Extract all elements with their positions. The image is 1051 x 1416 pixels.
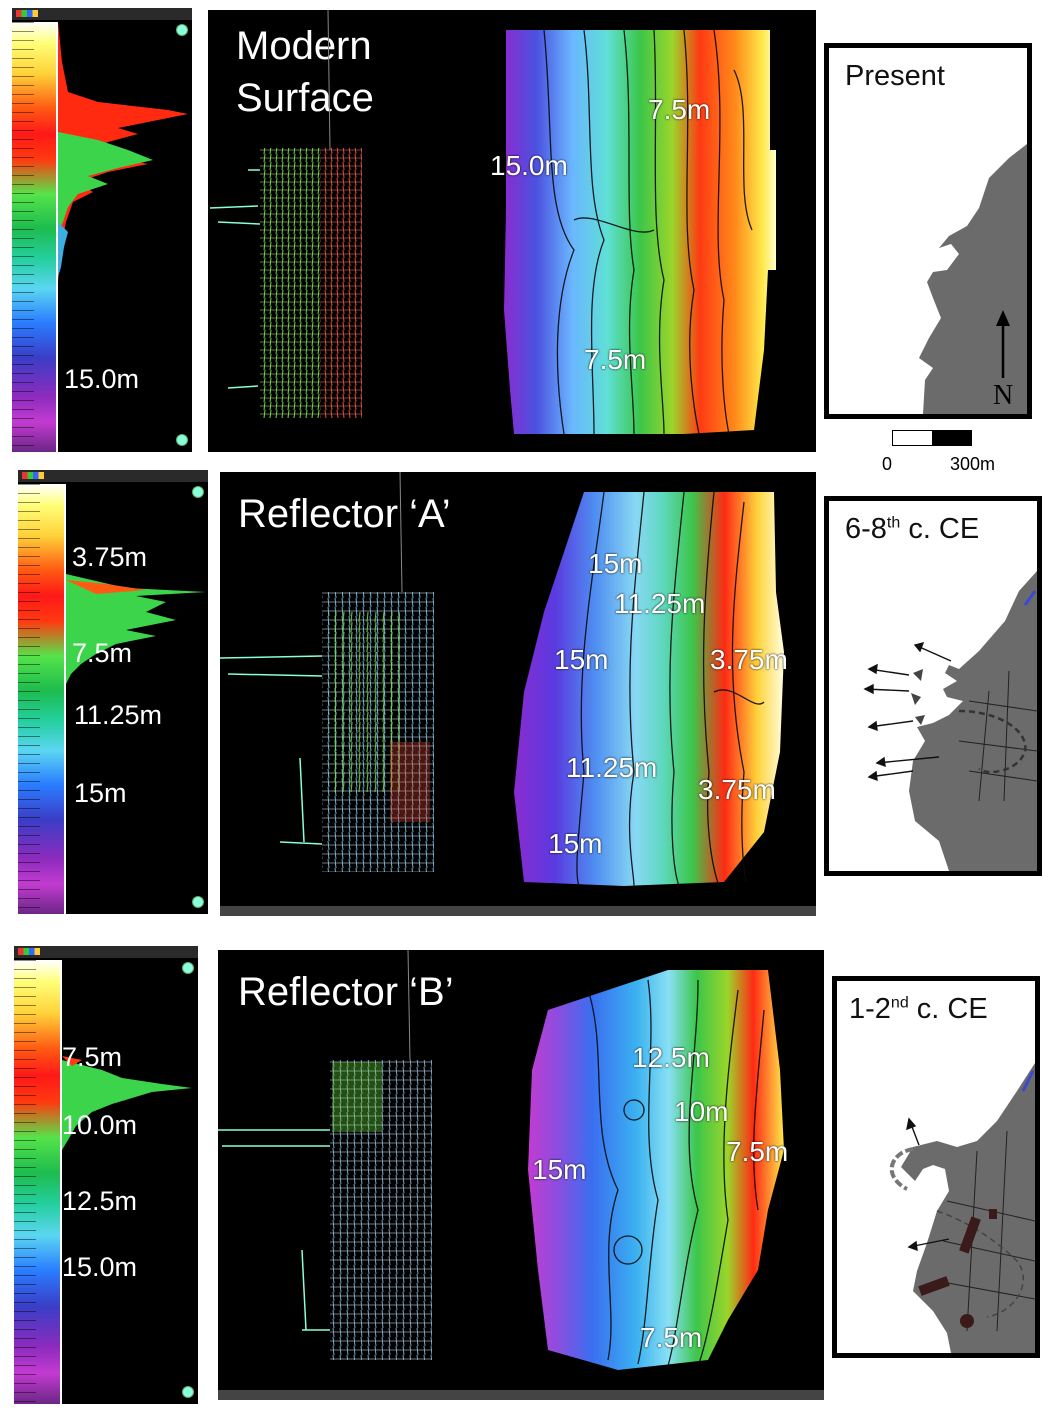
survey-tracks-panel-2: Reflector ‘A’ [220,472,484,916]
contour-label: 3.75m [710,644,788,675]
colorbar-panel-3: 7.5m 10.0m 12.5m 15.0m [14,946,198,1404]
period-label: 6-8th c. CE [845,513,980,545]
palette-icon[interactable] [16,10,38,17]
contour-label: 7.5m [648,94,711,125]
colorbar-depth-label: 3.75m [72,542,148,572]
depth-contour-map [528,970,784,1370]
panel-title: Reflector ‘A’ [238,492,451,536]
coastline-land [889,1063,1035,1353]
survey-track-grid [209,10,362,418]
contour-label: 7.5m [640,1322,703,1353]
depth-map-panel-3: 12.5m 10m 7.5m 15m 7.5m [468,950,824,1400]
colorbar-toolbar [14,946,198,958]
colorbar-depth-label: 7.5m [72,638,133,668]
contour-label: 15m [554,644,609,675]
period-label: Present [845,60,945,92]
colorbar-depth-label: 10.0m [62,1110,138,1140]
colorbar-toolbar [12,8,192,20]
color-scale-divider [56,22,58,452]
depth-histogram [66,574,206,684]
color-scale-ticks [12,22,34,452]
panel-statusbar [220,906,484,916]
palette-icon[interactable] [22,472,44,479]
depth-map-panel-2: 15m 11.25m 15m 3.75m 11.25m 3.75m 15m [484,472,816,916]
scale-bar-start-label: 0 [882,454,893,474]
contour-label: 12.5m [632,1042,710,1073]
scale-bar-end-label: 300m [950,454,996,474]
colorbar-depth-label: 11.25m [74,700,163,730]
colorbar-depth-label: 12.5m [62,1186,138,1216]
contour-label: 15m [588,548,643,579]
depth-contour-map [504,29,776,435]
colorbar-depth-label: 7.5m [62,1042,123,1072]
panel-title: Reflector ‘B’ [238,970,454,1014]
shoreline-map-1-2nd-c: 1-2nd c. CE [832,976,1040,1358]
contour-label: 15m [548,828,603,859]
contour-label: 11.25m [614,588,706,619]
north-label: N [993,380,1014,411]
survey-track-grid [220,472,434,872]
north-arrow-icon [996,310,1010,378]
colorbar-depth-label: 15m [74,778,127,808]
coastline-land [919,144,1027,414]
contour-label: 7.5m [584,344,647,375]
shoreline-map-present: Present N [824,43,1032,419]
depth-histogram [58,22,188,282]
coastline-land [863,571,1037,871]
zoom-in-icon[interactable] [182,962,194,974]
color-scale-ticks [14,960,36,1404]
color-scale-gradient [18,484,64,914]
zoom-out-icon[interactable] [192,896,204,908]
palette-icon[interactable] [18,948,40,955]
color-scale-divider [64,484,66,914]
zoom-in-icon[interactable] [192,486,204,498]
color-scale-divider [60,960,62,1404]
contour-label: 7.5m [726,1136,789,1167]
contour-label: 11.25m [566,752,658,783]
color-scale-gradient [12,22,56,452]
survey-tracks-panel-1: Modern Surface [208,10,484,452]
period-label: 1-2nd c. CE [849,993,988,1025]
scale-bar-black-segment [932,431,971,445]
survey-tracks-panel-3: Reflector ‘B’ [218,950,468,1400]
survey-track-grid [218,950,432,1360]
panel-statusbar [468,1390,824,1400]
color-scale-gradient [14,960,60,1404]
shoreline-map-6-8th-c: 6-8th c. CE [824,496,1042,876]
color-scale-ticks [18,484,40,914]
contour-label: 10m [674,1096,729,1127]
colorbar-depth-label: 15.0m [64,364,140,394]
contour-label: 15.0m [490,150,568,181]
panel-statusbar [484,906,816,916]
depth-map-panel-1: 7.5m 15.0m 7.5m [484,10,816,452]
zoom-out-icon[interactable] [176,434,188,446]
depth-contour-map [514,491,784,887]
zoom-out-icon[interactable] [182,1386,194,1398]
colorbar-toolbar [18,470,208,482]
colorbar-panel-1: 15.0m [12,8,192,452]
contour-label: 15m [532,1154,587,1185]
panel-title-line-2: Surface [236,76,374,120]
scale-bar [892,430,972,446]
depth-histogram [62,1056,192,1150]
scale-bar-white-segment [893,431,932,445]
contour-label: 3.75m [698,774,776,805]
colorbar-depth-label: 15.0m [62,1252,138,1282]
panel-statusbar [218,1390,468,1400]
colorbar-panel-2: 3.75m 7.5m 11.25m 15m [18,470,208,914]
panel-title-line-1: Modern [236,24,372,68]
zoom-in-icon[interactable] [176,24,188,36]
